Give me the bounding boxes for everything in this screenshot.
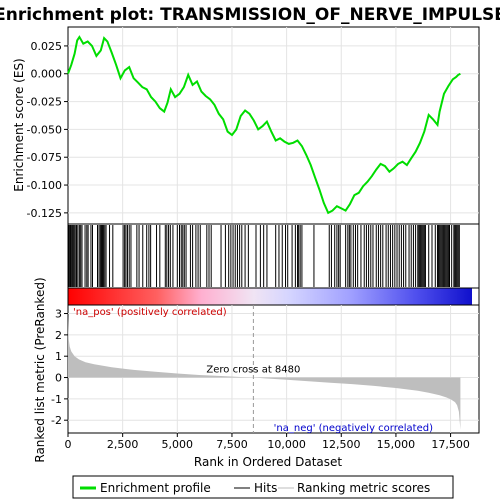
x-tick-label: 7,500	[216, 438, 248, 451]
es-y-tick-label: -0.075	[27, 151, 62, 164]
x-tick-label: 0	[65, 438, 72, 451]
legend-box	[72, 475, 454, 499]
metric-y-tick-label: 3	[55, 308, 62, 321]
ranking-color-bar	[68, 288, 472, 305]
metric-y-axis: 3 2 1 0 -1 -2	[51, 308, 68, 427]
legend-enrichment-profile-label: Enrichment profile	[100, 481, 211, 495]
es-y-tick-label: -0.050	[27, 123, 62, 136]
es-y-tick-label: -0.125	[27, 207, 62, 220]
hits-ticks	[68, 225, 460, 287]
x-axis-label: Rank in Ordered Dataset	[194, 455, 342, 469]
x-tick-label: 5,000	[162, 438, 194, 451]
x-tick-label: 17,500	[431, 438, 470, 451]
es-y-axis: 0.025 0.000 -0.025 -0.050 -0.075 -0.100 -0.125	[27, 40, 68, 220]
es-y-tick-label: 0.000	[31, 68, 63, 81]
zero-cross-label: Zero cross at 8480	[206, 365, 300, 376]
x-tick-label: 2,500	[107, 438, 139, 451]
es-y-tick-label: -0.100	[27, 179, 62, 192]
metric-y-tick-label: 1	[55, 350, 62, 363]
legend-hits-label: Hits	[254, 481, 277, 495]
positive-correlation-label: 'na_pos' (positively correlated)	[73, 307, 227, 318]
x-tick-label: 10,000	[267, 438, 306, 451]
es-y-tick-label: -0.025	[27, 96, 62, 109]
es-panel-frame	[67, 26, 480, 225]
x-tick-label: 15,000	[377, 438, 416, 451]
legend-ranking-metric-label: Ranking metric scores	[297, 481, 430, 495]
metric-y-tick-label: 0	[55, 372, 62, 385]
metric-y-tick-label: -1	[51, 393, 62, 406]
chart-title: Enrichment plot: TRANSMISSION_OF_NERVE_I…	[0, 5, 500, 25]
x-tick-label: 12,500	[322, 438, 361, 451]
es-gridlines	[68, 27, 479, 224]
metric-y-axis-label: Ranked list metric (PreRanked)	[33, 277, 47, 462]
es-y-axis-label: Enrichment score (ES)	[12, 58, 26, 191]
enrichment-profile-line	[67, 35, 461, 215]
es-y-tick-label: 0.025	[31, 40, 63, 53]
metric-y-tick-label: -2	[51, 414, 62, 427]
x-axis: 0 2,500 5,000 7,500 10,000 12,500 15,000 17,500	[65, 433, 470, 451]
metric-y-tick-label: 2	[55, 329, 62, 342]
ranking-metric-area	[68, 315, 461, 430]
negative-correlation-label: 'na_neg' (negatively correlated)	[274, 423, 433, 434]
metric-panel-frame	[67, 304, 480, 434]
